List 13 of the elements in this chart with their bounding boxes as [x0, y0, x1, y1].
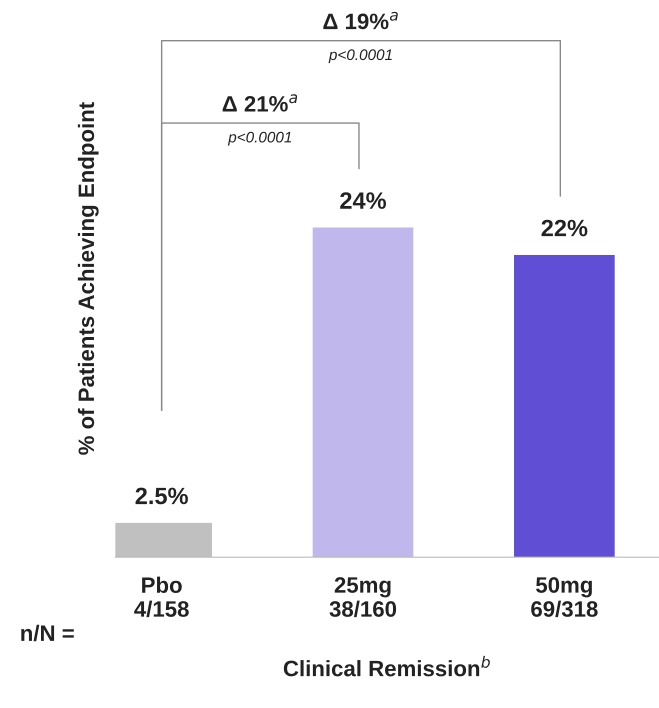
text: p<0.0001 — [328, 49, 392, 64]
text: Δ 21%$^{a}$ — [222, 94, 298, 112]
y-axis-title: % of Patients Achieving Endpoint — [78, 102, 99, 455]
data-label: 22% — [542, 220, 588, 236]
x-tick-label: 25mg 38/160 — [330, 577, 396, 618]
text: p<0.0001 — [228, 132, 292, 146]
x-tick-label: Pbo 4/158 — [134, 576, 189, 618]
text: Δ 19%$^{a}$ — [323, 12, 398, 30]
text: n/N = — [21, 624, 74, 642]
data-label: 24% — [340, 192, 386, 209]
x-tick-label: 50mg 69/318 — [531, 577, 598, 618]
x-axis-title: Clinical Remission$^{b}$ — [284, 656, 490, 676]
data-label: 2.5% — [136, 488, 188, 504]
